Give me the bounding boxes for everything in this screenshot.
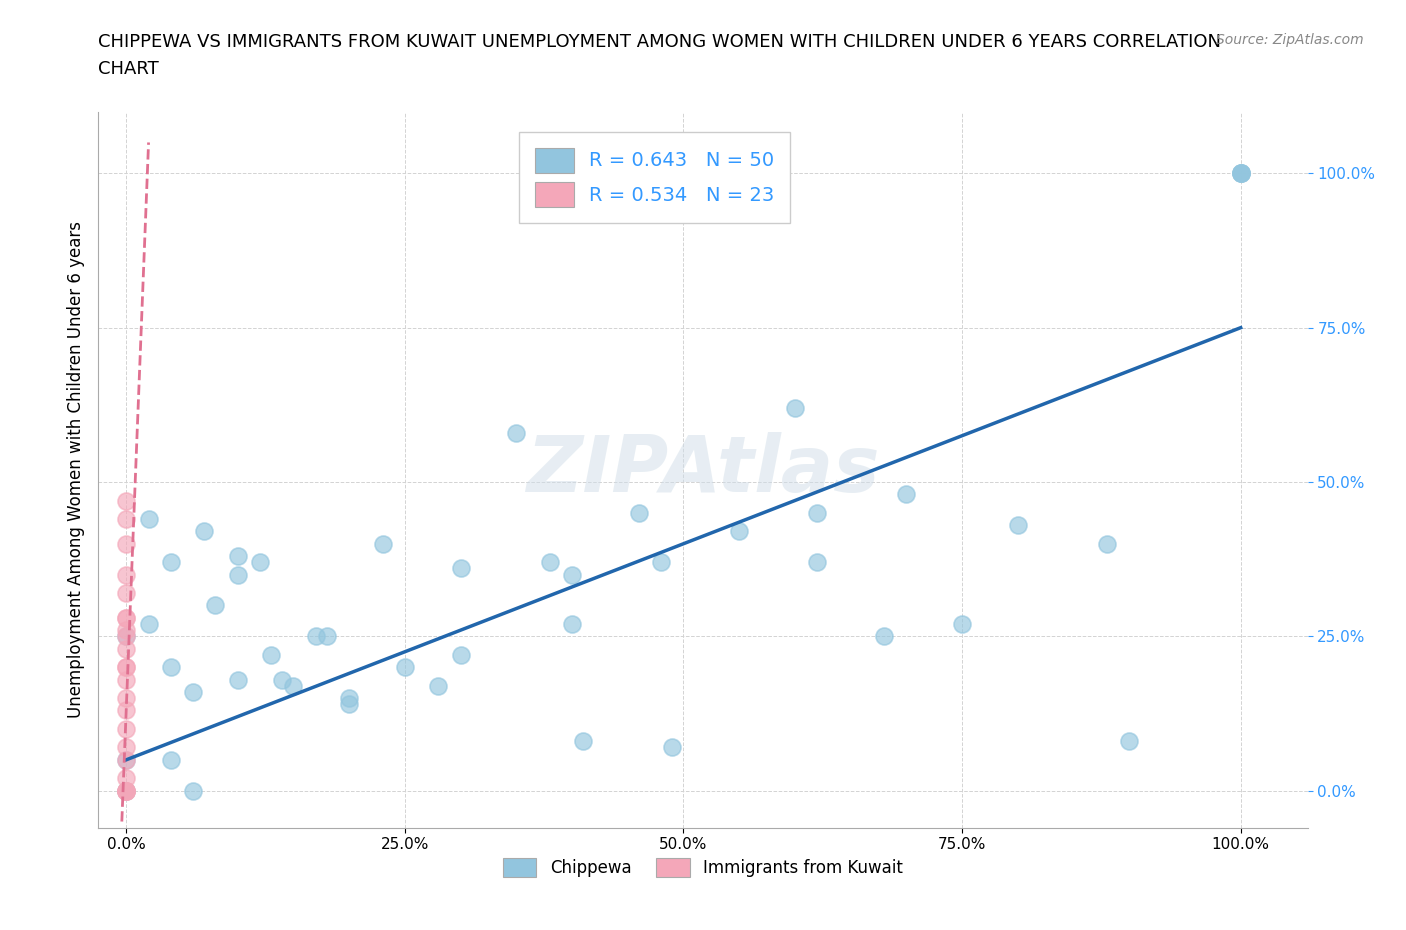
Point [115, 783, 138, 798]
Point [337, 691, 360, 706]
Point [783, 401, 806, 416]
Point [1118, 734, 1140, 749]
Text: Source: ZipAtlas.com: Source: ZipAtlas.com [1216, 33, 1364, 46]
Legend: Chippewa, Immigrants from Kuwait: Chippewa, Immigrants from Kuwait [496, 851, 910, 884]
Point [627, 505, 650, 520]
Point [115, 783, 138, 798]
Point [315, 629, 337, 644]
Point [115, 783, 138, 798]
Point [115, 659, 138, 674]
Point [1229, 166, 1251, 180]
Point [160, 555, 183, 570]
Point [115, 610, 138, 625]
Point [115, 629, 138, 644]
Text: CHART: CHART [98, 60, 159, 78]
Point [115, 752, 138, 767]
Point [115, 722, 138, 737]
Point [115, 567, 138, 582]
Point [661, 740, 683, 755]
Point [806, 505, 828, 520]
Point [181, 783, 204, 798]
Point [115, 537, 138, 551]
Point [138, 512, 160, 526]
Point [873, 629, 896, 644]
Point [115, 586, 138, 601]
Point [115, 752, 138, 767]
Point [115, 703, 138, 718]
Point [561, 617, 583, 631]
Point [115, 642, 138, 657]
Point [450, 647, 472, 662]
Point [181, 684, 204, 699]
Y-axis label: Unemployment Among Women with Children Under 6 years: Unemployment Among Women with Children U… [66, 221, 84, 718]
Point [283, 678, 305, 693]
Point [271, 672, 294, 687]
Point [115, 493, 138, 508]
Point [337, 697, 360, 711]
Point [115, 691, 138, 706]
Point [193, 524, 215, 538]
Point [1229, 166, 1251, 180]
Point [806, 555, 828, 570]
Point [138, 617, 160, 631]
Point [427, 678, 450, 693]
Point [115, 783, 138, 798]
Point [305, 629, 328, 644]
Point [226, 567, 249, 582]
Point [115, 740, 138, 755]
Point [1095, 537, 1118, 551]
Point [450, 561, 472, 576]
Point [115, 623, 138, 638]
Point [204, 598, 226, 613]
Text: CHIPPEWA VS IMMIGRANTS FROM KUWAIT UNEMPLOYMENT AMONG WOMEN WITH CHILDREN UNDER : CHIPPEWA VS IMMIGRANTS FROM KUWAIT UNEMP… [98, 33, 1222, 50]
Point [226, 672, 249, 687]
Point [1229, 166, 1251, 180]
Point [1007, 518, 1029, 533]
Point [896, 487, 918, 502]
Point [950, 617, 973, 631]
Point [650, 555, 672, 570]
Point [394, 659, 416, 674]
Text: ZIPAtlas: ZIPAtlas [526, 432, 880, 508]
Point [260, 647, 283, 662]
Point [538, 555, 561, 570]
Point [115, 783, 138, 798]
Point [160, 752, 183, 767]
Point [1229, 166, 1251, 180]
Point [226, 549, 249, 564]
Point [728, 524, 751, 538]
Point [115, 610, 138, 625]
Point [115, 512, 138, 526]
Point [115, 672, 138, 687]
Point [561, 567, 583, 582]
Point [115, 629, 138, 644]
Point [115, 771, 138, 786]
Point [572, 734, 595, 749]
Point [160, 659, 183, 674]
Point [505, 425, 527, 440]
Point [115, 659, 138, 674]
Point [249, 555, 271, 570]
Point [371, 537, 394, 551]
